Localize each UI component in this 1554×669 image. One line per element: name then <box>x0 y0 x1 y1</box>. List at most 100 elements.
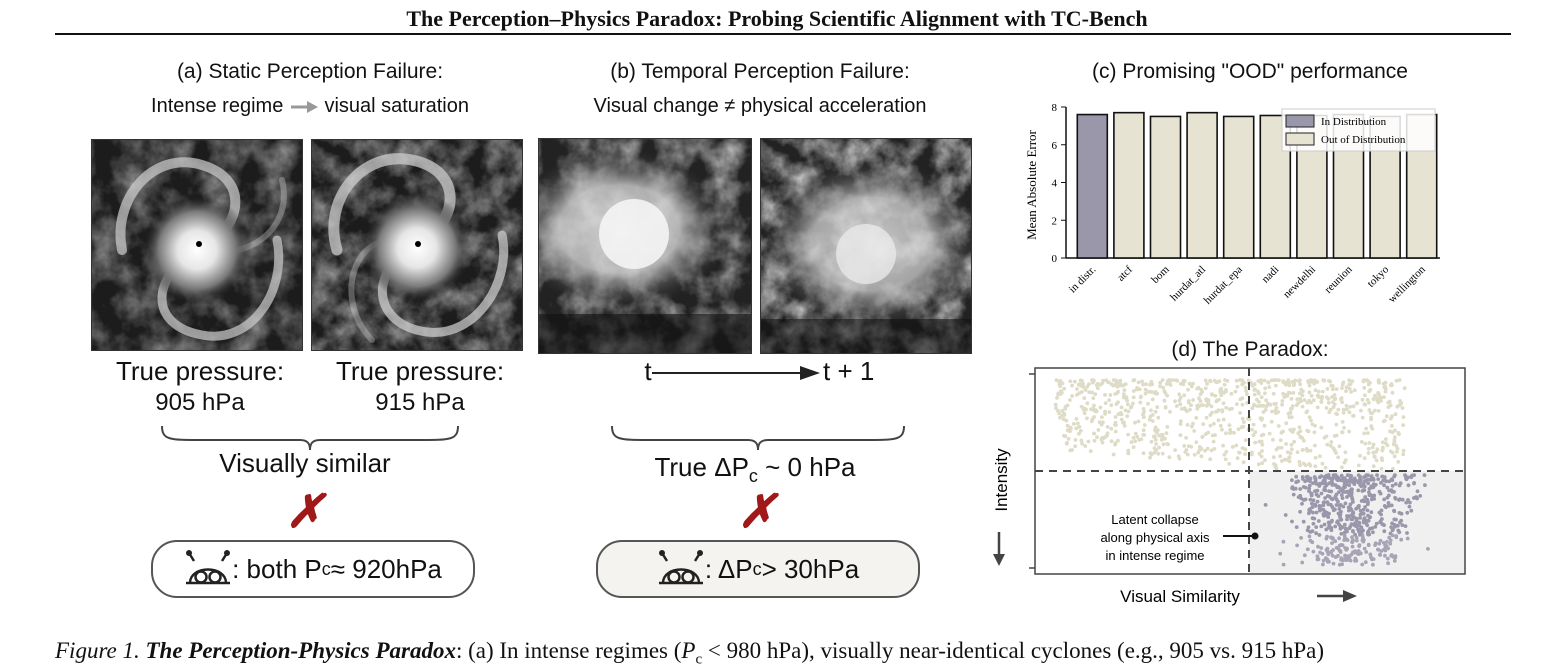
scatter-point <box>1227 461 1232 466</box>
scatter-point <box>1303 463 1308 468</box>
scatter-point <box>1363 402 1368 407</box>
panel-b-title: (b) Temporal Perception Failure: <box>610 60 910 83</box>
scatter-point <box>1158 380 1163 385</box>
scatter-point <box>1189 403 1193 407</box>
scatter-point <box>1107 398 1112 402</box>
scatter-point <box>1366 379 1370 383</box>
bar-chart-xtick-label: hurdat_epa <box>1202 264 1245 307</box>
scatter-point <box>1356 549 1361 553</box>
scatter-point <box>1347 429 1351 434</box>
scatter-point <box>1284 421 1289 426</box>
scatter-point <box>1392 509 1397 514</box>
scatter-point <box>1367 490 1371 495</box>
scatter-point <box>1406 483 1411 488</box>
bar-chart-xtick-label: newdelhi <box>1281 264 1318 301</box>
svg-text:Latent collapse: Latent collapse <box>1111 512 1198 527</box>
scatter-point <box>1150 419 1155 423</box>
scatter-point <box>1310 540 1315 545</box>
scatter-point <box>1111 452 1116 457</box>
scatter-point <box>1358 532 1362 537</box>
scatter-point <box>1384 437 1388 441</box>
scatter-point <box>1295 450 1300 454</box>
scatter-point <box>1383 544 1388 549</box>
scatter-point <box>1223 457 1228 462</box>
scatter-point <box>1259 454 1264 459</box>
scatter-point <box>1358 483 1363 487</box>
scatter-point <box>1366 451 1371 455</box>
scatter-point <box>1091 431 1096 436</box>
scatter-point <box>1389 382 1394 386</box>
scatter-point <box>1230 406 1234 411</box>
scatter-point <box>1387 479 1392 484</box>
arrow-right-icon <box>290 100 318 113</box>
scatter-point <box>1317 483 1322 488</box>
scatter-point <box>1389 503 1394 508</box>
scatter-point <box>1191 381 1195 386</box>
scatter-point <box>1175 378 1180 383</box>
scatter-point <box>1299 536 1303 540</box>
visually-similar-label: Visually similar <box>219 448 391 478</box>
scatter-point <box>1201 403 1205 407</box>
scatter-point <box>1321 558 1326 563</box>
scatter-point <box>1319 425 1324 430</box>
scatter-point <box>1334 545 1339 550</box>
scatter-point <box>1113 378 1118 383</box>
scatter-point <box>1122 388 1127 392</box>
scatter-point <box>1092 403 1096 408</box>
scatter-point <box>1220 409 1225 414</box>
scatter-point <box>1363 393 1367 398</box>
scatter-point <box>1405 536 1410 541</box>
scatter-point <box>1366 481 1371 486</box>
scatter-point <box>1256 462 1261 467</box>
scatter-point <box>1292 382 1297 386</box>
scatter-point <box>1253 387 1257 392</box>
scatter-point <box>1224 388 1228 392</box>
scatter-point <box>1281 539 1286 544</box>
scatter-point <box>1168 410 1172 414</box>
scatter-point <box>1240 402 1245 407</box>
scatter-point <box>1126 451 1131 456</box>
scatter-point <box>1131 395 1136 400</box>
scatter-point <box>1224 450 1229 454</box>
scatter-point <box>1325 387 1330 391</box>
scatter-point <box>1174 404 1179 408</box>
scatter-point <box>1345 495 1349 499</box>
scatter-point <box>1199 454 1204 459</box>
scatter-point <box>1298 509 1302 514</box>
scatter-point <box>1336 478 1340 483</box>
scatter-point <box>1300 501 1304 506</box>
scatter-point <box>1310 516 1315 521</box>
scatter-point <box>1168 383 1173 387</box>
scatter-point <box>1353 479 1357 484</box>
scatter-point <box>1099 437 1104 442</box>
scatter-point <box>1054 406 1058 410</box>
scatter-point <box>1091 396 1096 400</box>
scatter-point <box>1426 547 1430 551</box>
svg-text:in intense regime: in intense regime <box>1106 548 1205 563</box>
scatter-point <box>1366 446 1371 451</box>
scatter-point <box>1242 420 1246 424</box>
scatter-point <box>1365 398 1370 402</box>
scatter-point <box>1295 543 1299 548</box>
scatter-point <box>1390 424 1394 428</box>
scatter-point <box>1381 541 1386 545</box>
scatter-point <box>1279 445 1284 450</box>
scatter-point <box>1155 391 1159 396</box>
scatter-point <box>1336 490 1341 495</box>
scatter-point <box>1368 552 1373 557</box>
scatter-point <box>1291 492 1296 497</box>
robot-icon <box>186 550 231 585</box>
scatter-point <box>1361 507 1366 512</box>
scatter-point <box>1332 434 1337 438</box>
legend-swatch-out-of-distribution <box>1285 132 1315 146</box>
scatter-point <box>1423 483 1427 487</box>
scatter-point <box>1314 525 1319 529</box>
scatter-point <box>1304 447 1309 451</box>
scatter-point <box>1340 400 1344 405</box>
scatter-point <box>1311 549 1316 554</box>
bar-in-distribution-in-distr <box>1076 113 1109 259</box>
scatter-point <box>1365 508 1370 513</box>
scatter-point <box>1141 428 1146 433</box>
scatter-point <box>1316 389 1321 394</box>
scatter-point <box>1386 405 1391 409</box>
